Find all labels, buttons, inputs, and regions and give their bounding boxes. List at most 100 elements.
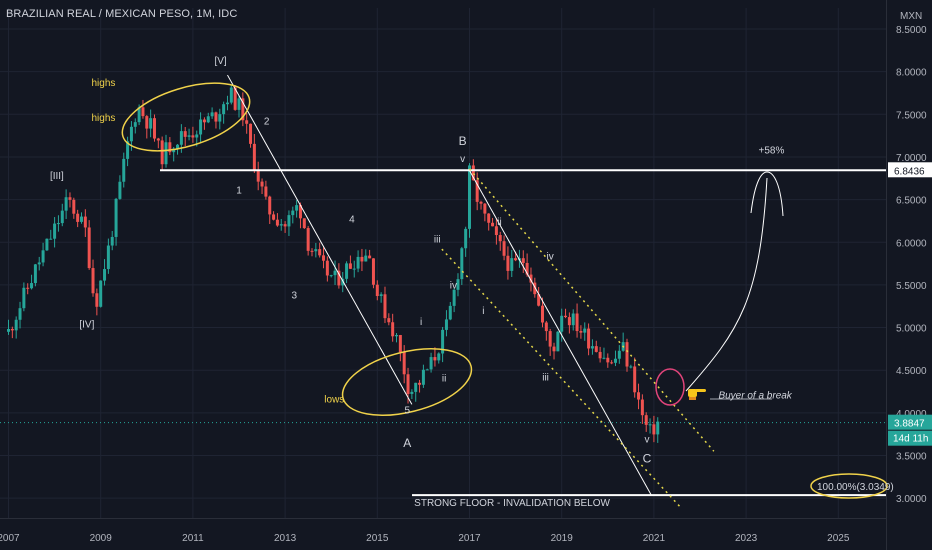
y-tick-label: 8.5000 [896, 25, 927, 36]
candle-body [521, 258, 525, 263]
candle-body [187, 135, 191, 137]
candle-body [164, 142, 168, 165]
candle-body [441, 329, 445, 354]
candle-body [429, 357, 433, 370]
candle-body [156, 138, 160, 141]
candle-body [18, 308, 22, 320]
candle-body [483, 203, 487, 214]
candle-body [287, 215, 291, 227]
wave-label: i [420, 317, 422, 328]
candle-body [275, 219, 279, 226]
candle-body [325, 260, 329, 276]
candle-body [268, 196, 272, 215]
annotation-lows: lows [324, 395, 344, 406]
candle-body [398, 335, 402, 353]
x-tick-label: 2011 [182, 533, 204, 544]
candle-body [149, 118, 153, 129]
pointing-hand-icon [688, 389, 706, 400]
candle-body [352, 268, 356, 270]
candle-body [364, 255, 368, 262]
candle-body [567, 317, 571, 326]
candle-body [371, 258, 375, 285]
candle-body [602, 357, 606, 359]
candle-body [391, 322, 395, 337]
projection-arc [750, 171, 784, 217]
hand-cuff [689, 397, 696, 400]
candle-body [76, 213, 80, 222]
candle-body [222, 104, 226, 115]
chart-title: BRAZILIAN REAL / MEXICAN PESO, 1M, IDC [6, 8, 238, 20]
candle-body [314, 249, 318, 252]
candle-body [464, 228, 468, 249]
candle-body [141, 107, 145, 117]
wave-label: 2 [264, 117, 270, 128]
last-price-tag-text: 3.8847 [894, 419, 925, 430]
candle-body [103, 269, 107, 281]
candle-body [126, 141, 130, 159]
candle-body [72, 199, 76, 214]
candle-body [494, 226, 498, 236]
wave-label: iii [542, 372, 549, 383]
candle-body [648, 424, 652, 426]
candle-body [502, 241, 506, 256]
candle-body [95, 293, 99, 307]
last-price-tag-bg [888, 414, 932, 430]
candle-body [249, 123, 253, 144]
candle-body [22, 287, 26, 309]
candle-body [348, 263, 352, 269]
candle-body [395, 335, 399, 337]
candle-body [644, 415, 648, 425]
lows-ellipse [341, 348, 473, 416]
x-tick-label: 2015 [366, 533, 389, 544]
candle-body [33, 264, 37, 284]
floor-value-label: 100.00%(3.0349) [817, 482, 894, 493]
candle-body [640, 399, 644, 416]
candle-body [448, 305, 452, 320]
countdown-tag: 14d 11h [888, 430, 932, 446]
wave-label: [IV] [79, 320, 94, 331]
break-ellipse [655, 368, 685, 406]
wave-label: 1 [236, 186, 242, 197]
candle-body [172, 148, 176, 153]
candle-body [87, 227, 91, 269]
x-tick-label: 2025 [827, 533, 850, 544]
candle-body [383, 294, 387, 319]
candle-body [587, 328, 591, 349]
resistance-tag-text: 6.8436 [894, 166, 925, 177]
candle-body [544, 322, 548, 332]
candle-body [533, 282, 537, 295]
candle-body [245, 120, 249, 124]
wave-label: ii [442, 373, 446, 384]
candle-body [421, 369, 425, 385]
highs-ellipse [121, 82, 251, 152]
candle-body [168, 142, 172, 153]
candle-body [456, 279, 460, 290]
annotation-highs: highs [91, 113, 115, 124]
candle-body [10, 329, 14, 331]
x-tick-label: 2009 [90, 533, 113, 544]
candle-body [345, 263, 349, 279]
y-tick-label: 4.5000 [896, 366, 927, 377]
buyer-break-label: Buyer of a break [718, 390, 792, 401]
candle-body [206, 116, 210, 123]
candle-body [41, 250, 45, 263]
candle-body [133, 122, 137, 127]
candle-body [652, 424, 656, 435]
candle-body [45, 238, 49, 251]
candle-body [468, 165, 471, 229]
candle-body [341, 278, 345, 286]
candle-body [91, 268, 95, 294]
candle-body [272, 214, 276, 220]
candles-group [7, 85, 660, 443]
candle-body [237, 98, 241, 110]
candle-body [375, 284, 379, 297]
wave-label: iii [434, 234, 441, 245]
countdown-tag-text: 14d 11h [893, 434, 928, 445]
candle-body [414, 382, 418, 392]
candle-body [360, 256, 364, 262]
candle-body [471, 165, 475, 181]
candle-body [49, 238, 53, 240]
candle-body [633, 366, 637, 393]
candle-body [298, 205, 302, 219]
